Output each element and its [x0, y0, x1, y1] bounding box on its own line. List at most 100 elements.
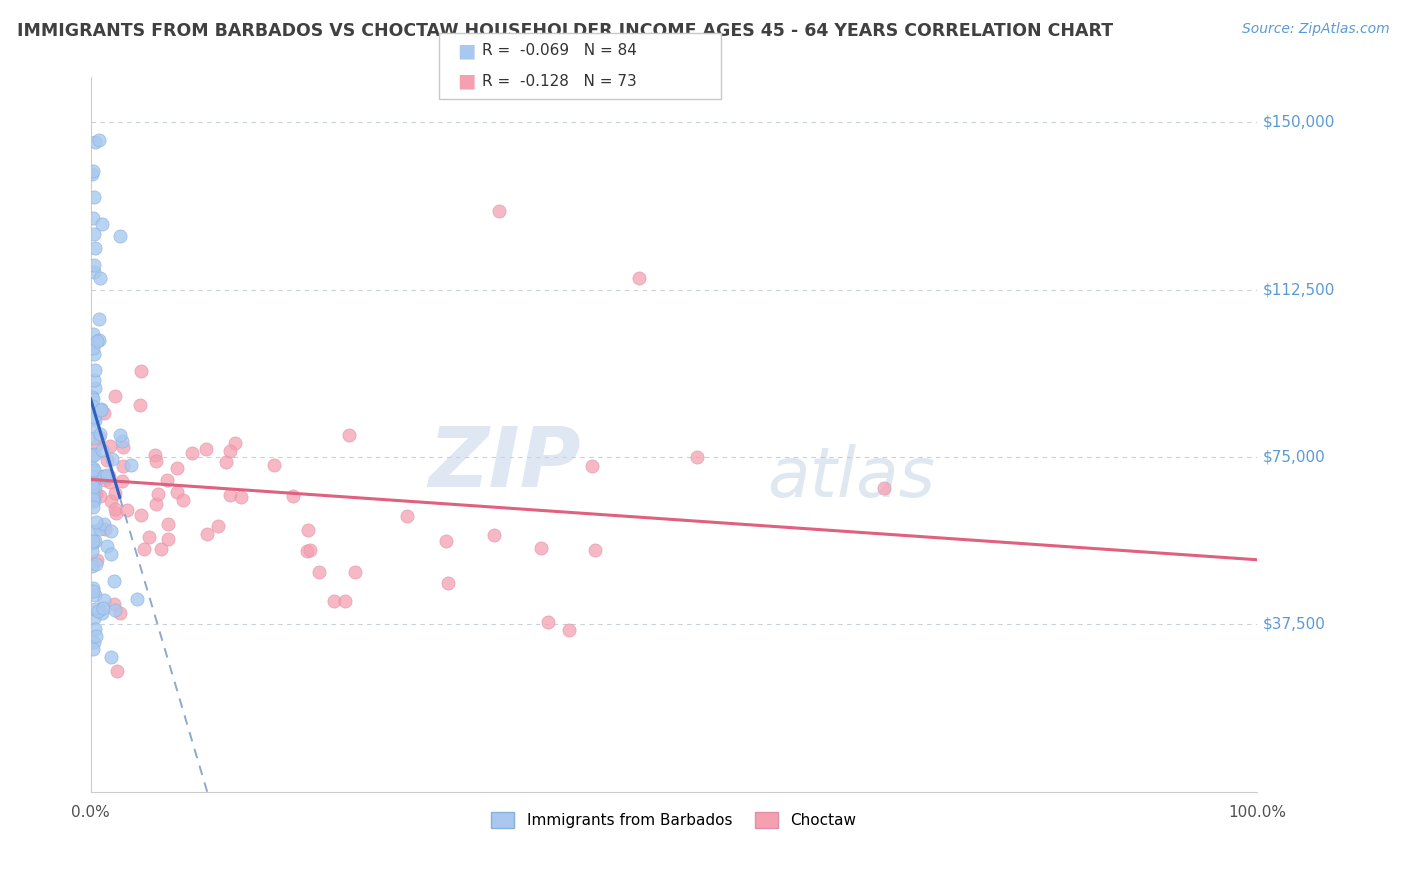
- Point: [103, 574, 125, 588]
- Point: [127, 591, 149, 606]
- Point: [82, 464, 104, 478]
- Point: [396, 509, 419, 524]
- Point: [108, 229, 131, 244]
- Point: [218, 488, 240, 502]
- Point: [82, 480, 104, 494]
- Point: [83, 430, 105, 444]
- Point: [120, 458, 142, 472]
- Point: [82, 559, 104, 574]
- Point: [94, 522, 117, 536]
- Point: [104, 507, 127, 521]
- Point: [82, 584, 104, 599]
- Point: [82, 392, 104, 407]
- Point: [82, 642, 104, 657]
- Point: [281, 489, 304, 503]
- Point: [214, 455, 236, 469]
- Point: [138, 530, 160, 544]
- Point: [80, 475, 103, 489]
- Point: [101, 452, 124, 467]
- Point: [80, 167, 103, 181]
- Point: [224, 436, 246, 450]
- Point: [488, 204, 510, 219]
- Point: [100, 547, 122, 561]
- Text: $112,500: $112,500: [1263, 282, 1336, 297]
- Point: [90, 403, 112, 417]
- Text: $150,000: $150,000: [1263, 114, 1336, 129]
- Point: [207, 519, 229, 533]
- Point: [115, 503, 138, 517]
- Point: [90, 442, 112, 457]
- Point: [100, 650, 122, 665]
- Point: [82, 475, 104, 490]
- Point: [82, 399, 104, 413]
- Point: [82, 461, 104, 475]
- Point: [108, 427, 131, 442]
- Point: [83, 189, 105, 203]
- Point: [581, 459, 603, 474]
- Point: [323, 593, 346, 607]
- Point: [82, 581, 104, 595]
- Point: [131, 363, 153, 377]
- Point: [98, 439, 121, 453]
- Text: Source: ZipAtlas.com: Source: ZipAtlas.com: [1241, 22, 1389, 37]
- Point: [873, 481, 896, 495]
- Point: [87, 604, 110, 618]
- Point: [627, 271, 650, 285]
- Point: [105, 665, 128, 679]
- Point: [82, 341, 104, 355]
- Point: [93, 406, 115, 420]
- Point: [83, 374, 105, 388]
- Point: [145, 497, 167, 511]
- Text: IMMIGRANTS FROM BARBADOS VS CHOCTAW HOUSEHOLDER INCOME AGES 45 - 64 YEARS CORREL: IMMIGRANTS FROM BARBADOS VS CHOCTAW HOUS…: [17, 22, 1114, 40]
- Point: [84, 588, 107, 602]
- Point: [97, 469, 120, 483]
- Point: [82, 469, 104, 483]
- Point: [156, 473, 179, 487]
- Point: [84, 534, 107, 549]
- Point: [104, 502, 127, 516]
- Point: [104, 603, 127, 617]
- Point: [112, 440, 135, 454]
- Point: [297, 523, 319, 537]
- Point: [145, 453, 167, 467]
- Point: [83, 611, 105, 625]
- Point: [129, 508, 152, 523]
- Text: $37,500: $37,500: [1263, 617, 1326, 632]
- Point: [172, 493, 194, 508]
- Point: [82, 421, 104, 435]
- Point: [84, 558, 107, 572]
- Point: [96, 539, 118, 553]
- Point: [111, 434, 134, 449]
- Point: [86, 553, 108, 567]
- Point: [263, 458, 285, 472]
- Point: [83, 635, 105, 649]
- Text: ■: ■: [457, 71, 475, 91]
- Point: [84, 480, 107, 494]
- Point: [84, 487, 107, 501]
- Point: [83, 413, 105, 427]
- Point: [344, 565, 367, 579]
- Text: ZIP: ZIP: [427, 423, 581, 504]
- Text: R =  -0.128   N = 73: R = -0.128 N = 73: [482, 74, 637, 88]
- Point: [89, 489, 111, 503]
- Point: [583, 543, 606, 558]
- Point: [146, 487, 169, 501]
- Point: [83, 602, 105, 616]
- Point: [112, 459, 135, 474]
- Point: [195, 442, 218, 457]
- Point: [298, 542, 321, 557]
- Point: [558, 624, 581, 638]
- Point: [90, 402, 112, 417]
- Point: [484, 527, 506, 541]
- Point: [83, 227, 105, 241]
- Point: [80, 524, 103, 539]
- Point: [83, 135, 105, 149]
- Point: [84, 241, 107, 255]
- Point: [195, 527, 218, 541]
- Point: [530, 541, 553, 555]
- Point: [89, 426, 111, 441]
- Point: [104, 389, 127, 403]
- Point: [436, 576, 458, 591]
- Point: [84, 381, 107, 395]
- Point: [80, 544, 103, 558]
